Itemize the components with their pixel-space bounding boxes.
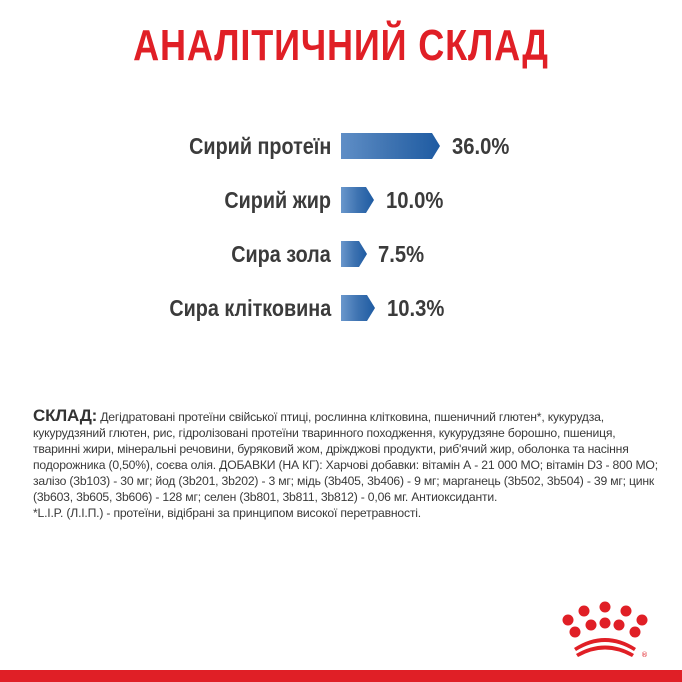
composition-line: СКЛАД: Дегідратовані протеїни свійської …: [33, 406, 658, 425]
row-label: Сира клітковина: [169, 295, 331, 321]
composition-line: подорожника (0,50%), соєва олія. ДОБАВКИ…: [33, 458, 658, 472]
brand-bottom-bar: [0, 670, 682, 682]
chart-row-protein: Сирий протеїн 36.0%: [0, 131, 682, 161]
page-title: АНАЛІТИЧНИЙ СКЛАД: [133, 21, 549, 70]
bar-arrow: [341, 241, 367, 267]
svg-text:®: ®: [641, 651, 648, 659]
row-value: 10.3%: [387, 295, 445, 321]
composition-line: тваринні жири, мінеральні речовини, буря…: [33, 442, 629, 456]
composition-line: кукурудзяний глютен, рис, гідролізовані …: [33, 426, 616, 440]
chart-row-fat: Сирий жир 10.0%: [0, 185, 682, 215]
composition-text: СКЛАД: Дегідратовані протеїни свійської …: [33, 406, 658, 521]
row-value: 36.0%: [452, 133, 510, 159]
crown-icon: ®: [562, 601, 648, 659]
row-label: Сирий жир: [224, 187, 331, 213]
composition-line: залізо (3b103) - 30 мг; йод (3b201, 3b20…: [33, 474, 655, 488]
row-value: 7.5%: [378, 241, 425, 267]
bar-arrow: [341, 133, 440, 159]
composition-line: (3b603, 3b605, 3b606) - 128 мг; селен (3…: [33, 490, 498, 504]
bar-arrow: [341, 295, 375, 321]
row-label: Сира зола: [231, 241, 331, 267]
composition-line-text: Дегідратовані протеїни свійської птиці, …: [97, 410, 604, 424]
bar-arrow: [341, 187, 374, 213]
composition-heading: СКЛАД:: [33, 406, 98, 425]
chart-row-ash: Сира зола 7.5%: [0, 239, 682, 269]
chart-row-fibre: Сира клітковина 10.3%: [0, 293, 682, 323]
row-value: 10.0%: [386, 187, 444, 213]
row-label: Сирий протеїн: [188, 133, 331, 159]
composition-line: *L.I.P. (Л.І.П.) - протеїни, відібрані з…: [33, 506, 421, 520]
